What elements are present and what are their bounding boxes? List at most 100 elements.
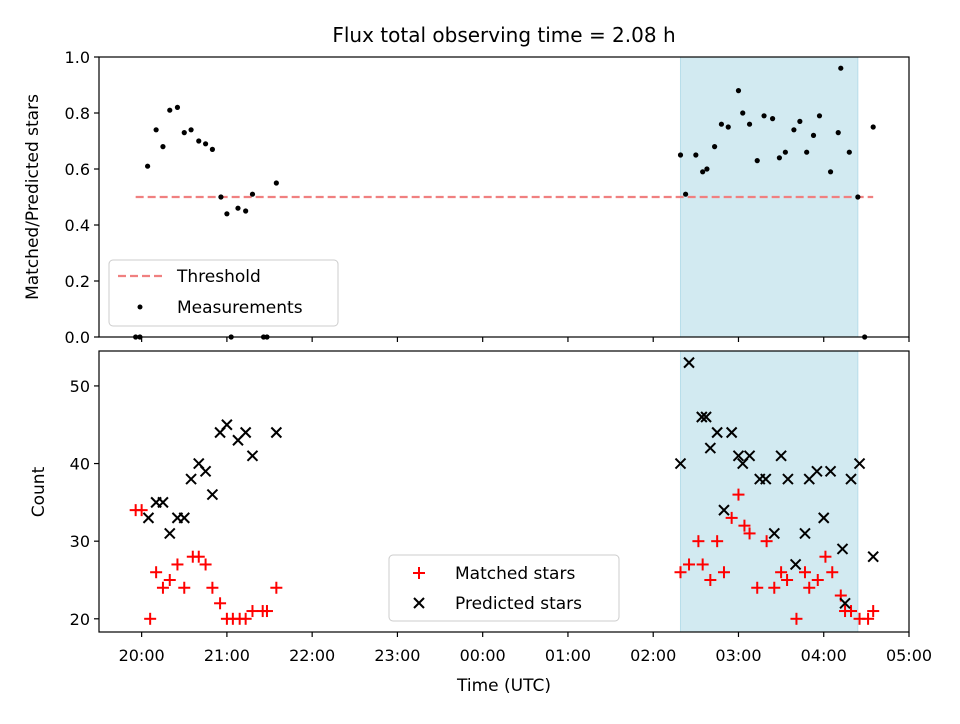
matched-stars-point	[214, 597, 227, 610]
x-tick-label: 21:00	[204, 646, 250, 665]
x-tick-label: 23:00	[374, 646, 420, 665]
y-tick-label: 0.2	[65, 272, 90, 291]
matched-stars-point	[704, 573, 717, 586]
predicted-stars-point	[839, 597, 851, 609]
matched-stars-point	[738, 519, 751, 532]
matched-stars-point	[150, 566, 163, 579]
predicted-stars-point	[811, 465, 823, 478]
matched-stars-point	[717, 566, 730, 579]
ratio-panel-legend: Threshold Measurements	[108, 259, 339, 327]
ratio-panel: 0.0 0.2 0.4 0.6 0.8 1.0 Matched/Predicted sta…	[23, 48, 910, 347]
y-tick-label: 0.0	[65, 328, 90, 347]
count-panel: 20 30 40 50 20:00 21:00 22:00 23:00 00:00 01:00 0…	[29, 350, 932, 665]
measurements-point	[167, 107, 173, 113]
measurements-point	[776, 155, 783, 161]
predicted-stars-point	[853, 457, 866, 470]
measurements-point	[740, 110, 746, 116]
predicted-stars-point	[178, 512, 190, 524]
matched-stars-point	[683, 558, 696, 571]
predicted-stars-point	[142, 512, 155, 524]
measurements-point	[835, 130, 841, 136]
measurements-point	[235, 205, 241, 211]
measurements-point	[725, 124, 731, 130]
measurements-point	[153, 127, 159, 133]
y-tick-label: 1.0	[65, 48, 90, 67]
matched-stars-point	[845, 605, 858, 618]
measurements-point	[791, 127, 797, 133]
count-panel-shaded-span	[679, 350, 859, 633]
predicted-stars-point	[725, 426, 738, 439]
predicted-stars-point	[867, 550, 879, 563]
x-axis-label: Time (UTC)	[456, 676, 551, 696]
measurements-point	[782, 149, 788, 155]
x-tick-label: 02:00	[630, 646, 676, 665]
x-tick-label: 20:00	[119, 646, 165, 665]
measurements-point	[243, 208, 249, 214]
count-panel-marks	[129, 356, 880, 625]
count-panel-legend: Matched stars Predicted stars	[388, 554, 620, 622]
matched-stars-point	[239, 612, 252, 625]
matched-stars-point	[826, 566, 839, 579]
measurements-legend-marker	[137, 304, 143, 310]
count-panel-y-ticks: 20 30 40 50	[70, 377, 99, 629]
matched-stars-point	[811, 573, 824, 586]
predicted-stars-point	[743, 450, 756, 462]
x-tick-label: 04:00	[801, 646, 847, 665]
matched-stars-point	[725, 511, 738, 524]
matched-stars-point	[144, 612, 157, 625]
predicted-stars-point	[185, 473, 197, 485]
threshold-legend-label: Threshold	[176, 267, 261, 287]
measurements-point	[700, 169, 706, 175]
matched-stars-point	[867, 605, 880, 618]
y-tick-label: 40	[70, 455, 90, 474]
y-tick-label: 0.4	[65, 216, 90, 235]
matched-stars-point	[178, 581, 191, 594]
matched-stars-point	[732, 488, 745, 501]
measurements-point	[712, 144, 718, 150]
predicted-stars-point	[818, 512, 830, 524]
ratio-panel-shaded-span	[679, 56, 859, 338]
x-tick-label: 22:00	[289, 646, 335, 665]
matched-stars-point	[135, 504, 148, 517]
predicted-stars-point	[164, 527, 176, 540]
matched-stars-point	[711, 535, 724, 548]
measurements-point	[209, 146, 215, 152]
matched-stars-point	[171, 558, 184, 571]
ratio-panel-frame	[98, 56, 910, 338]
predicted-stars-point	[221, 419, 233, 431]
predicted-stars-point	[239, 426, 252, 439]
matched-legend-label: Matched stars	[455, 564, 575, 584]
matched-stars-point	[862, 612, 875, 625]
matched-stars-point	[798, 566, 811, 579]
predicted-stars-point	[157, 496, 169, 509]
measurements-point	[846, 149, 852, 155]
ratio-panel-y-ticks: 0.0 0.2 0.4 0.6 0.8 1.0	[65, 48, 99, 347]
measurements-point	[804, 149, 810, 155]
x-tick-label: 01:00	[545, 646, 591, 665]
measurements-point	[224, 211, 230, 217]
predicted-stars-point	[206, 488, 219, 501]
y-tick-label: 30	[70, 532, 90, 551]
measurements-point	[188, 127, 194, 133]
x-tick-label: 00:00	[460, 646, 506, 665]
measurements-legend-label: Measurements	[177, 298, 303, 318]
matched-stars-point	[206, 581, 219, 594]
matched-stars-point	[246, 605, 259, 618]
matched-stars-point	[768, 581, 781, 594]
measurements-point	[797, 118, 803, 124]
matched-stars-point	[163, 573, 176, 586]
measurements-point	[746, 121, 753, 127]
matched-stars-point	[192, 550, 205, 563]
measurements-point	[693, 152, 699, 158]
predicted-stars-point	[732, 450, 745, 462]
predicted-stars-point	[824, 465, 837, 478]
measurements-point	[273, 180, 279, 186]
matched-stars-point	[260, 605, 273, 618]
measurements-point	[202, 141, 209, 147]
predicted-legend-marker	[413, 597, 425, 609]
measurements-point	[704, 166, 710, 172]
predicted-stars-point	[674, 457, 687, 470]
measurements-point	[718, 121, 725, 127]
measurements-point	[855, 194, 861, 200]
